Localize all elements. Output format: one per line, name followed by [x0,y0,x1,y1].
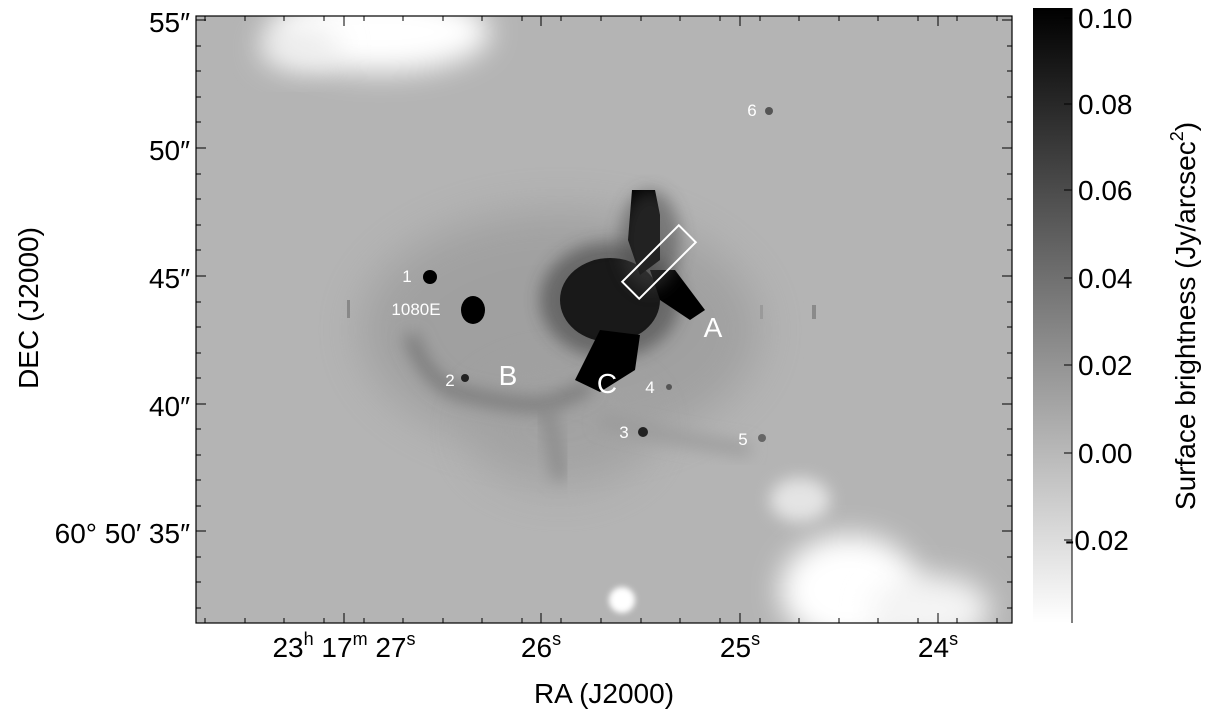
x-tick-label-26s: 26s [521,629,561,663]
source-3 [638,427,648,437]
bright-region-top-2 [260,26,340,70]
detector-artifact-mid [760,305,763,319]
x-tick-minute-unit: m [353,629,368,649]
dark-filament-arc [403,332,594,413]
bright-region-bottom-right-2 [870,575,990,623]
colorbar-tick-label-0.08: 0.08 [1078,89,1133,120]
image-panel: 1 1080E 2 B C 4 3 5 A 6 [196,16,1012,623]
annotation-source-6: 6 [747,101,756,120]
colorbar-title-prefix: Surface brightness (Jy/arcsec [1170,141,1201,510]
detector-artifact-left [347,300,350,318]
annotation-region-c: C [597,368,617,399]
colorbar [1033,8,1072,623]
region-c-lobe [575,330,640,392]
colorbar-ticks [1064,17,1072,541]
colorbar-tick-label-0.02: 0.02 [1078,350,1133,381]
x-tick-second-unit: s [407,629,416,649]
colorbar-tick-label-0.06: 0.06 [1078,175,1133,206]
annotation-region-b: B [499,360,518,391]
dark-filament-lower [598,414,751,456]
annotation-source-1: 1 [402,267,411,286]
annotation-region-a: A [704,312,723,343]
y-axis-title: DEC (J2000) [13,227,44,389]
y-tick-label-50: 50″ [149,135,190,166]
source-1 [423,270,437,284]
x-tick-second: 27 [375,632,406,663]
dark-filament-tail [538,403,567,481]
bright-region-bottom-right-3 [770,478,830,522]
colorbar-title-exponent: 2 [1167,131,1187,141]
annotation-source-1080E: 1080E [391,300,440,319]
source-4 [666,384,672,390]
x-tick-hour-unit: h [304,629,314,649]
colorbar-tick-label-0.04: 0.04 [1078,263,1133,294]
x-tick-minute: 17 [321,632,352,663]
source-2 [461,374,469,382]
x-tick-second-unit: s [751,629,760,649]
colorbar-title: Surface brightness (Jy/arcsec2) [1167,122,1201,510]
x-tick-second: 26 [521,632,552,663]
x-axis-title: RA (J2000) [534,678,674,709]
detector-artifact-right [812,305,816,319]
jet-halo [620,190,680,290]
y-tick-label-40: 40″ [149,391,190,422]
source-1080E [461,296,485,324]
y-tick-label-45: 45″ [149,263,190,294]
x-tick-second: 25 [720,632,751,663]
x-tick-label-24s: 24s [918,629,958,663]
x-tick-label-27s: 23h 17m 27s [272,629,415,663]
colorbar-title-suffix: ) [1170,122,1201,131]
slit-box [620,223,698,301]
x-tick-second-unit: s [949,629,958,649]
image-frame [195,15,1013,624]
annotation-source-5: 5 [738,430,747,449]
colorbar-tick-label-0.00: 0.00 [1078,438,1133,469]
x-tick-second-unit: s [552,629,561,649]
y-tick-label-35: 60° 50′ 35″ [55,518,190,549]
x-tick-hour: 23 [272,632,303,663]
annotation-source-4: 4 [645,378,654,397]
colorbar-tick-label-0.10: 0.10 [1078,3,1133,34]
annotation-source-3: 3 [619,423,628,442]
bright-spot-bottom [609,587,635,613]
colorbar-tick-label-neg-0.02: -0.02 [1065,525,1129,556]
source-5 [758,434,766,442]
annotation-source-2: 2 [445,371,454,390]
source-6 [765,107,773,115]
x-tick-second: 24 [918,632,949,663]
x-tick-label-25s: 25s [720,629,760,663]
y-tick-label-55: 55″ [149,7,190,38]
axis-ticks [196,16,1012,623]
